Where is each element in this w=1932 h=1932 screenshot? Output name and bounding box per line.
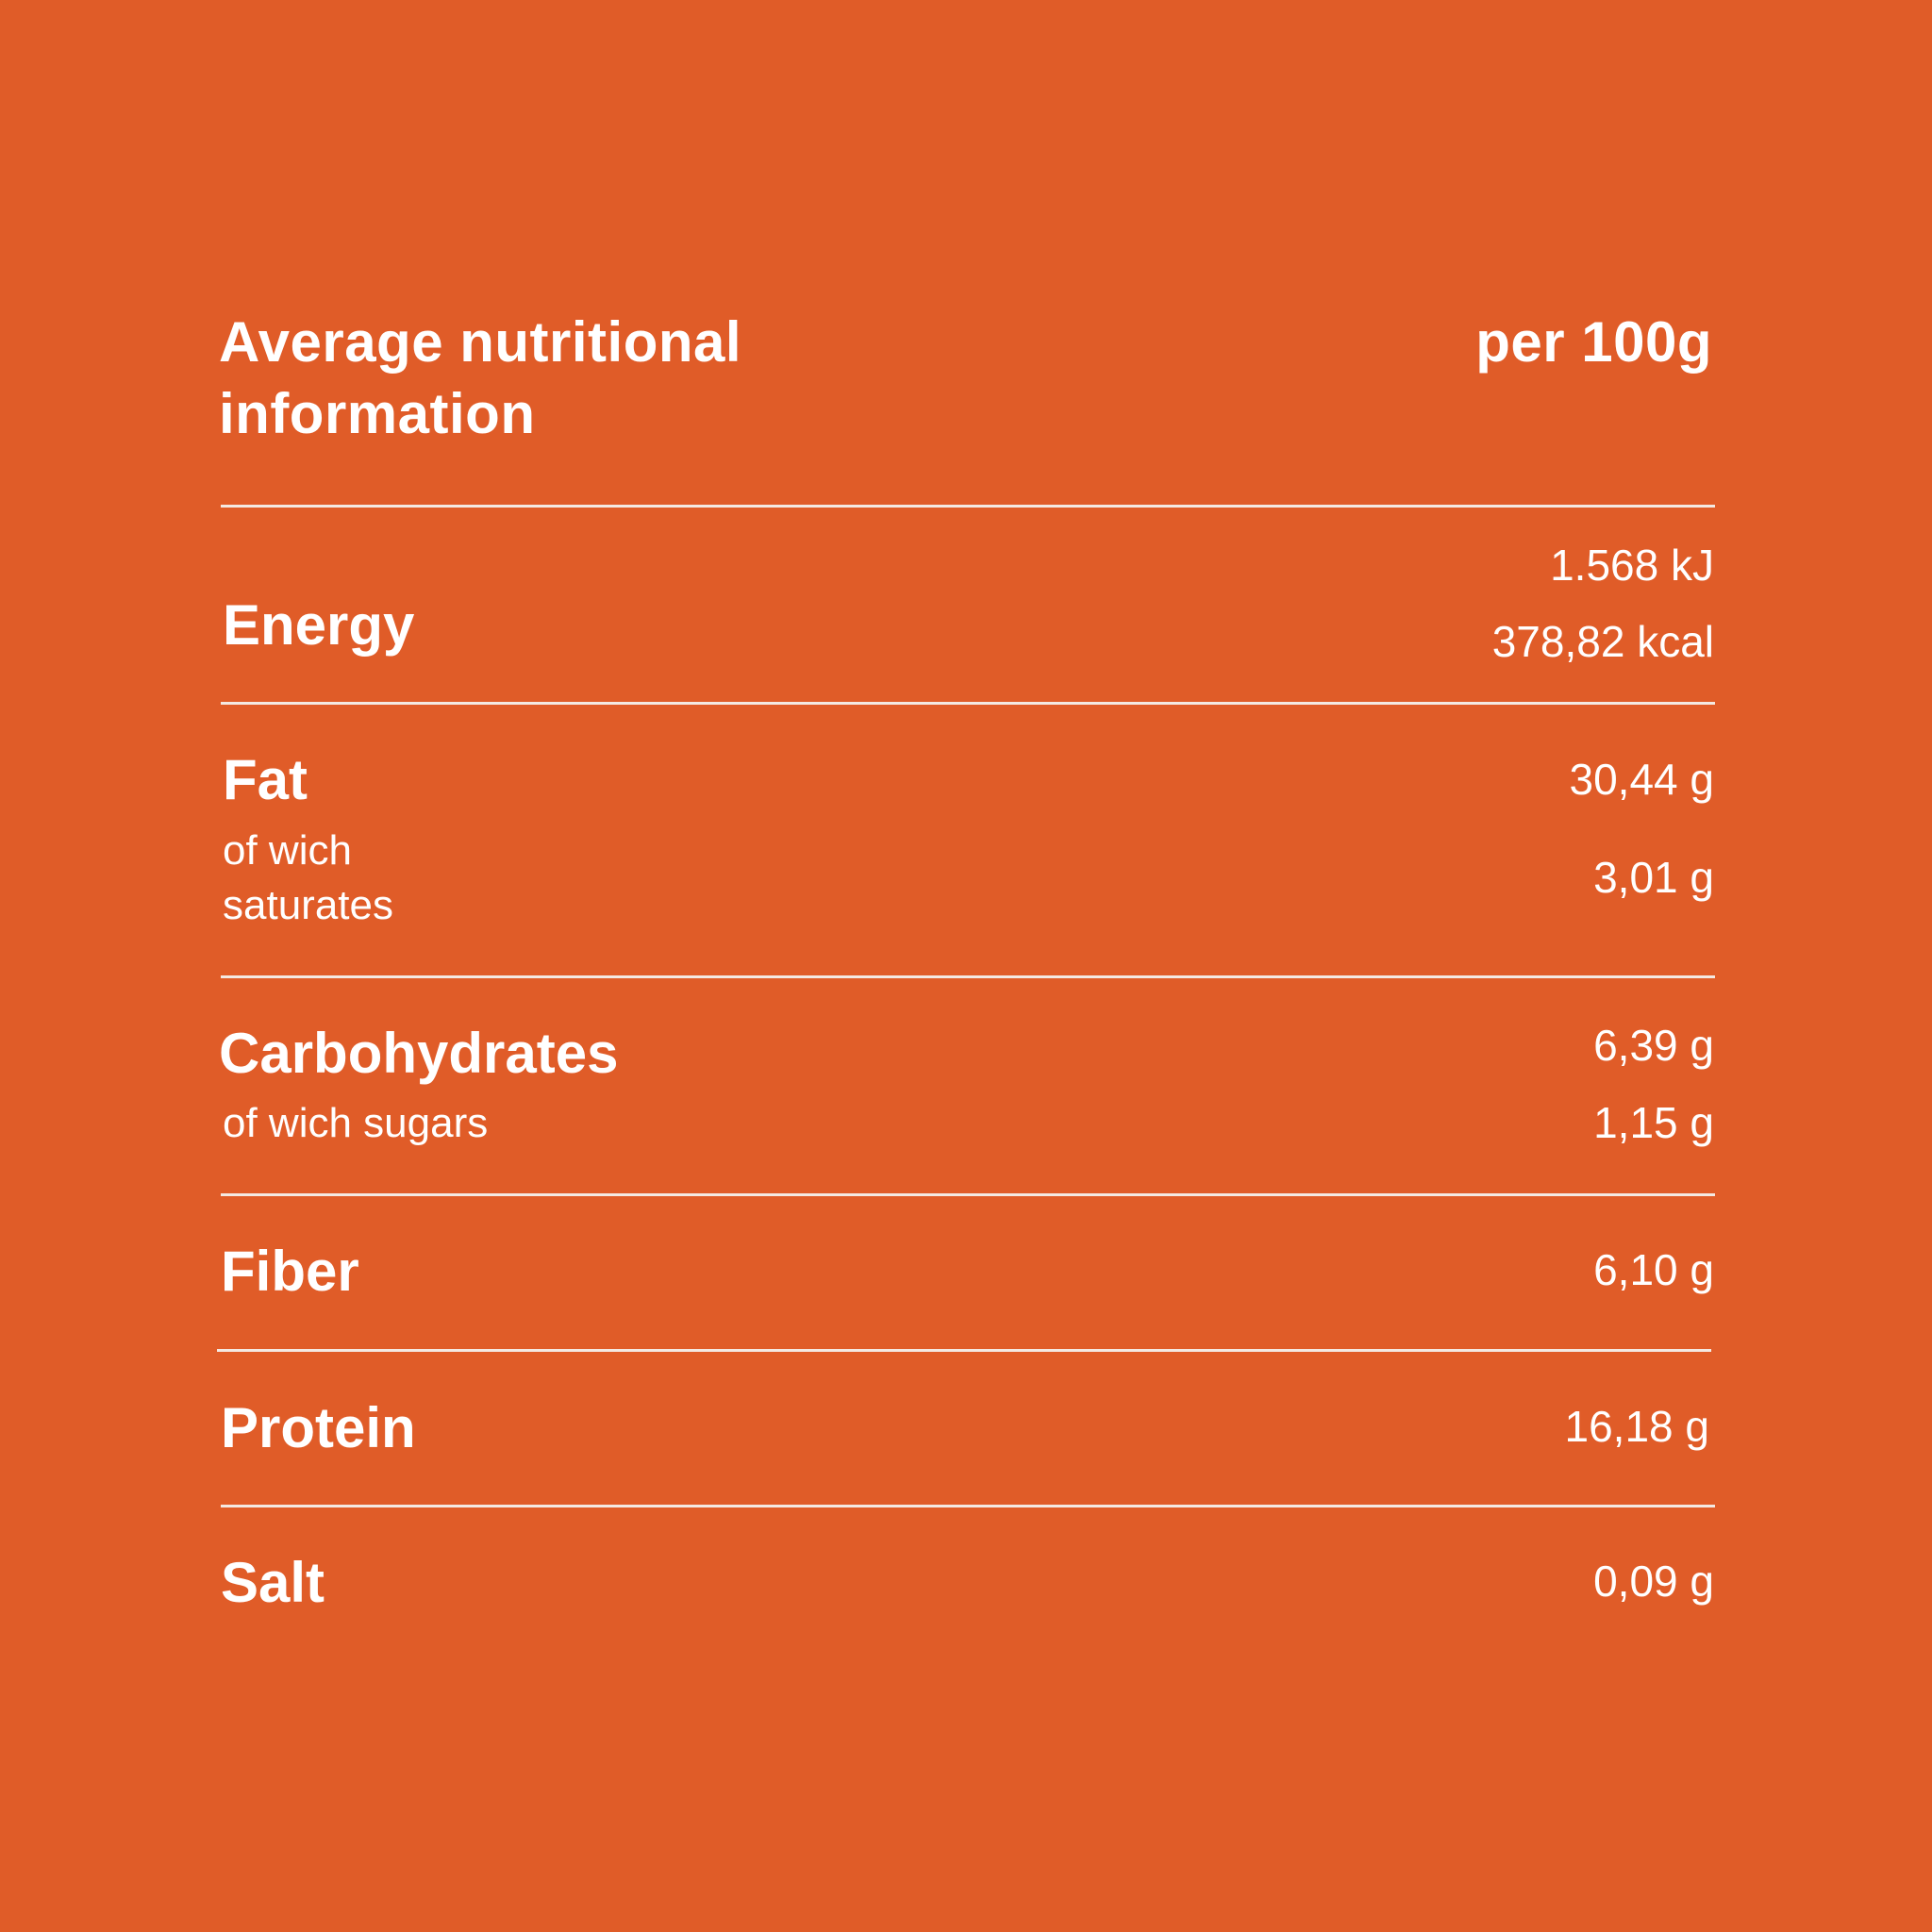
row-protein-name: Protein [221,1396,416,1459]
row-fat-sub-line2: saturates [223,882,393,928]
table-title-line1: Average nutritional [219,310,742,374]
divider [221,505,1715,508]
row-carbohydrates-value: 6,39 g [1593,1021,1714,1070]
row-salt-name: Salt [221,1551,325,1614]
row-fat-sub-line1: of wich [223,827,352,874]
divider [221,1505,1715,1507]
row-salt-value: 0,09 g [1593,1557,1714,1606]
row-energy-name: Energy [223,593,415,657]
per-100g-label: per 100g [1475,310,1712,374]
divider [217,1349,1711,1352]
row-fiber-name: Fiber [221,1240,359,1303]
divider [221,975,1715,978]
table-title-line2: information [219,382,536,445]
row-fiber-value: 6,10 g [1593,1245,1714,1294]
divider [221,1193,1715,1196]
row-fat-saturates-value: 3,01 g [1593,853,1714,902]
table-title: Average nutritional information [219,307,741,450]
row-fat-value: 30,44 g [1569,755,1714,804]
row-sugars-value: 1,15 g [1593,1098,1714,1147]
divider [221,702,1715,705]
row-fat-sub: of wich saturates [223,824,393,933]
row-fat-name: Fat [223,748,308,811]
row-carbohydrates-name: Carbohydrates [219,1022,619,1085]
row-protein-value: 16,18 g [1564,1402,1709,1451]
row-carbohydrates-sub: of wich sugars [223,1100,489,1146]
row-energy-kj: 1.568 kJ [1550,541,1714,590]
row-energy-kcal: 378,82 kcal [1491,617,1714,666]
